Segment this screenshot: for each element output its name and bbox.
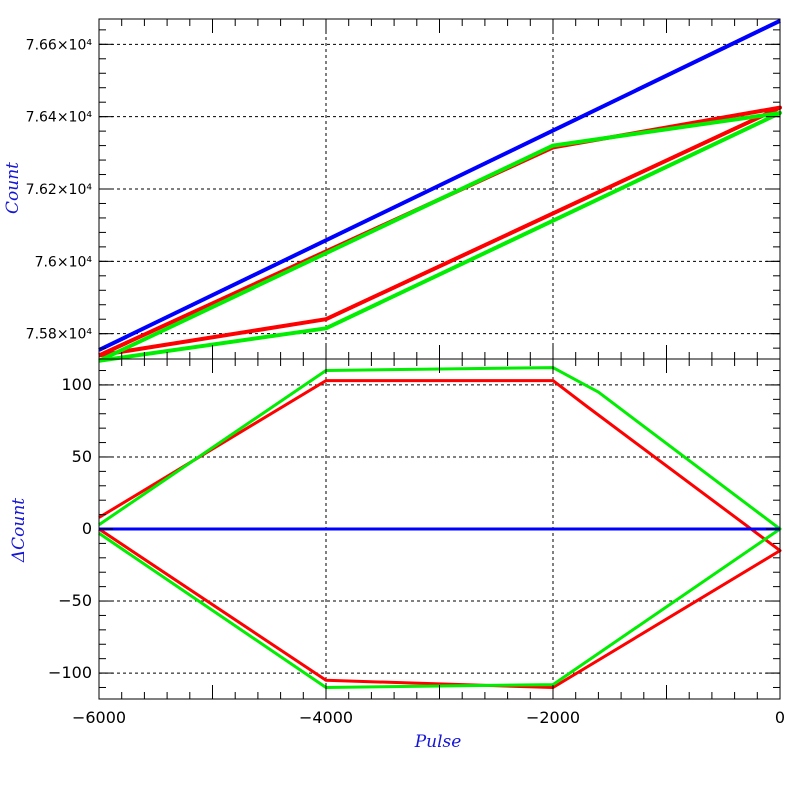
x-tick-label: 0: [775, 708, 785, 727]
x-tick-label: −6000: [72, 708, 126, 727]
y-tick-label: 7.66×10⁴: [26, 37, 93, 53]
bottom-panel: −100 −50 0 50 100 −6000 −4000 −2000 0 ΔCount Pul…: [9, 359, 785, 752]
y-tick-label: 7.64×10⁴: [26, 110, 93, 126]
top-y-axis-title: Count: [3, 162, 23, 214]
series-line-0: [98, 379, 782, 689]
series-line-1: [98, 105, 782, 358]
x-tick-label: −2000: [526, 708, 580, 727]
y-tick-label: 7.6×10⁴: [35, 254, 93, 270]
y-tick-label: 50: [72, 447, 92, 466]
y-tick-label: 100: [61, 375, 92, 394]
top-panel: 7.58×10⁴7.6×10⁴7.62×10⁴7.64×10⁴7.66×10⁴ …: [3, 18, 782, 363]
y-tick-label: 7.62×10⁴: [26, 182, 93, 198]
series-line-0: [98, 18, 781, 352]
bottom-series: [98, 366, 782, 689]
top-tick-labels: 7.58×10⁴ 7.6×10⁴ 7.62×10⁴ 7.64×10⁴ 7.66×10⁴: [26, 37, 93, 342]
series-line-2: [98, 111, 782, 363]
series-line-1: [98, 366, 782, 689]
top-grid: [99, 19, 780, 359]
bottom-y-axis-title: ΔCount: [9, 498, 29, 563]
x-tick-label: −4000: [299, 708, 353, 727]
x-axis-title: Pulse: [414, 732, 462, 752]
bottom-tick-labels: −100 −50 0 50 100 −6000 −4000 −2000 0: [48, 375, 785, 727]
y-tick-label: −50: [58, 591, 92, 610]
bottom-ticks: [98, 359, 781, 699]
y-tick-label: 0: [82, 519, 92, 538]
y-tick-label: 7.58×10⁴: [26, 327, 93, 343]
top-series: [98, 18, 782, 363]
bottom-frame: [98, 358, 781, 700]
y-tick-label: −100: [48, 663, 92, 682]
